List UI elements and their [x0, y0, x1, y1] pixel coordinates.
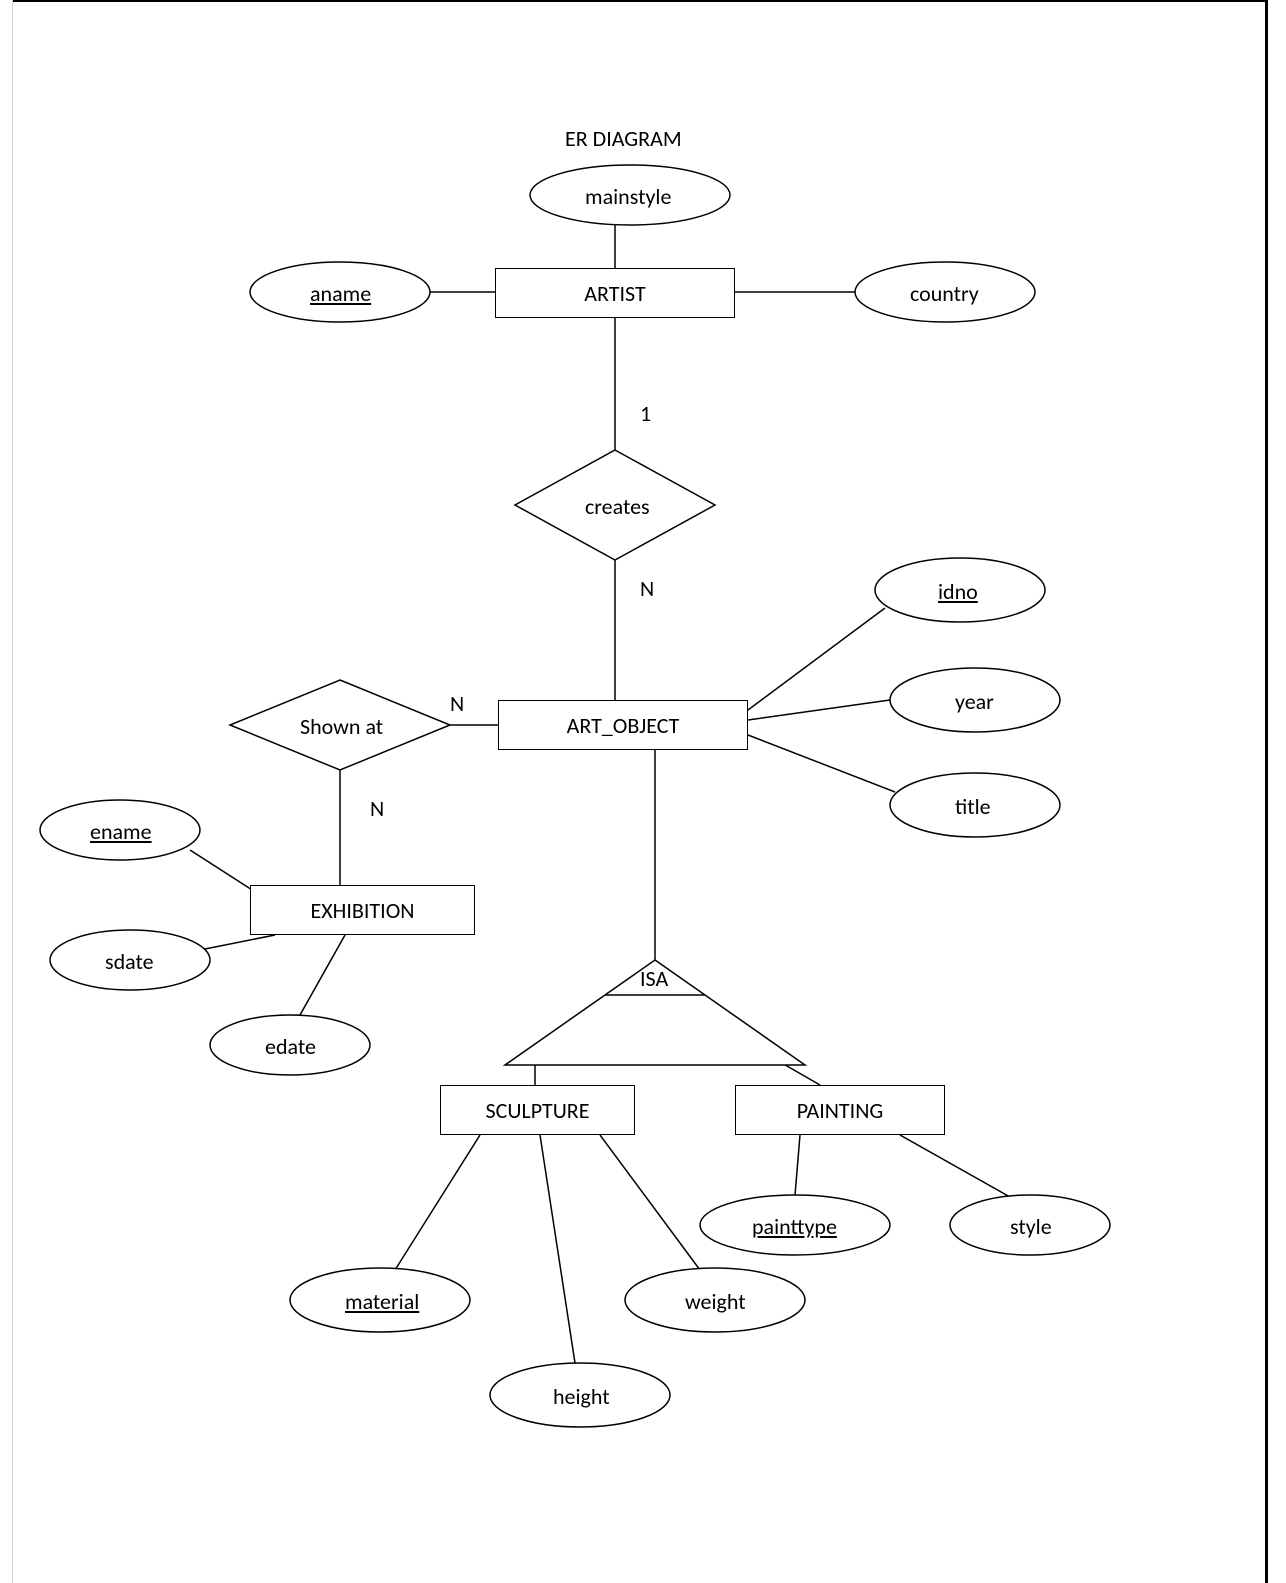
attr-painttype-label: painttype: [752, 1213, 837, 1240]
entity-art-object: ART_OBJECT: [498, 700, 748, 750]
attr-country-label: country: [910, 280, 979, 307]
diagram-svg-layer: [0, 0, 1286, 1583]
entity-painting: PAINTING: [735, 1085, 945, 1135]
relationship-shown-at-label: Shown at: [300, 713, 383, 740]
page-border-top: [12, 0, 1268, 2]
attr-idno-label: idno: [938, 578, 978, 605]
cardinality-creates-art-object: N: [640, 575, 654, 602]
isa-label: ISA: [640, 965, 668, 992]
entity-sculpture: SCULPTURE: [440, 1085, 635, 1135]
diagram-title: ER DIAGRAM: [565, 125, 682, 152]
relationship-creates-label: creates: [585, 493, 650, 520]
er-diagram-canvas: ER DIAGRAM: [0, 0, 1286, 1583]
attr-style-label: style: [1010, 1213, 1052, 1240]
entity-exhibition: EXHIBITION: [250, 885, 475, 935]
attr-year-label: year: [955, 688, 994, 715]
attr-sdate-label: sdate: [105, 948, 154, 975]
attr-aname-label: aname: [310, 280, 371, 307]
page-border-right: [1265, 0, 1268, 1583]
cardinality-creates-artist: 1: [640, 400, 651, 427]
entity-sculpture-label: SCULPTURE: [486, 1097, 590, 1124]
entity-art-object-label: ART_OBJECT: [567, 712, 680, 739]
entity-exhibition-label: EXHIBITION: [311, 897, 415, 924]
attr-weight-label: weight: [685, 1288, 746, 1315]
entity-painting-label: PAINTING: [797, 1097, 884, 1124]
attr-title-label: title: [955, 793, 991, 820]
page-border-left: [12, 0, 13, 1583]
entity-artist-label: ARTIST: [584, 280, 645, 307]
attr-mainstyle-label: mainstyle: [585, 183, 671, 210]
entity-artist: ARTIST: [495, 268, 735, 318]
attr-material-label: material: [345, 1288, 419, 1315]
cardinality-shown-art-object: N: [450, 690, 464, 717]
attr-ename-label: ename: [90, 818, 152, 845]
cardinality-shown-exhibition: N: [370, 795, 384, 822]
attr-height-label: height: [553, 1383, 610, 1410]
attr-edate-label: edate: [265, 1033, 316, 1060]
